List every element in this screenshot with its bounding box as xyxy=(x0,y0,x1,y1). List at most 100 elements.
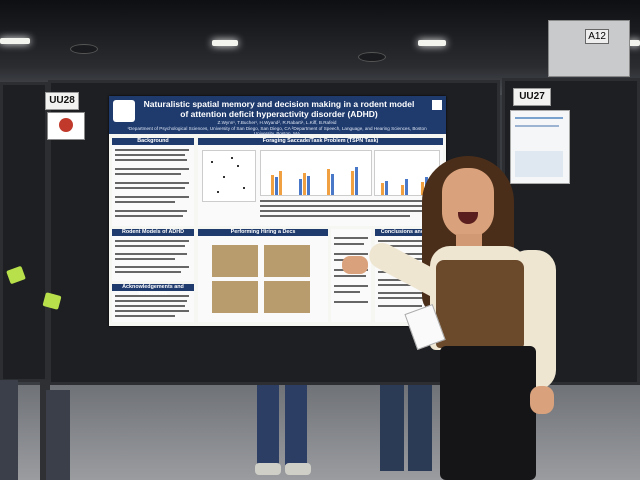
poster-author-list: Z.Wynn¹, T.Bucher¹, H.Wyand², R.Rabarti¹… xyxy=(217,120,337,125)
bar-mark xyxy=(303,173,306,195)
presenter xyxy=(340,150,570,480)
bar-mark xyxy=(279,171,282,195)
text-line xyxy=(334,291,360,293)
text-line xyxy=(115,154,185,156)
bar-mark xyxy=(355,167,358,195)
section-background: Background xyxy=(112,138,194,226)
ceiling-light xyxy=(0,38,30,44)
booth-tag-uu27: UU27 xyxy=(513,88,551,106)
bar-mark xyxy=(275,177,278,195)
bar-mark xyxy=(405,179,408,195)
bar-mark xyxy=(421,182,424,195)
text-line xyxy=(115,215,183,217)
poster-affiliation: ¹Department of Psychological Sciences, U… xyxy=(127,125,427,137)
bar-figure xyxy=(260,150,372,196)
section-hiring-notes xyxy=(331,229,371,322)
text-line xyxy=(334,237,368,239)
university-logo-icon xyxy=(113,100,135,122)
pointing-hand xyxy=(342,256,368,274)
booth-sign-a12: A12 xyxy=(548,20,630,77)
bar-mark xyxy=(327,169,330,195)
text-line xyxy=(334,301,368,303)
bar-mark xyxy=(299,179,302,195)
text-line xyxy=(378,284,428,286)
poster-board-left xyxy=(0,82,48,382)
section-heading: Background xyxy=(112,138,194,145)
text-line xyxy=(115,201,175,203)
booth-tag-uu28: UU28 xyxy=(45,92,79,110)
maze-image xyxy=(264,281,310,313)
text-line xyxy=(378,305,422,307)
poster-header: Naturalistic spatial memory and decision… xyxy=(109,96,446,137)
mouth xyxy=(458,212,478,224)
text-line xyxy=(115,305,185,307)
section-heading: Foraging Saccade/Task Problem (TSPN Task… xyxy=(198,138,443,145)
section-hiring: Performing Hiring a Decs xyxy=(198,229,328,322)
text-line xyxy=(260,210,436,212)
text-line xyxy=(260,200,436,202)
scatter-figure xyxy=(202,150,256,202)
text-line xyxy=(378,245,436,247)
section-heading: Conclusions and Next Steps xyxy=(375,229,443,242)
text-line xyxy=(378,240,440,242)
ceiling-vent xyxy=(70,44,98,54)
bar-mark xyxy=(401,185,404,195)
text-line xyxy=(334,253,368,255)
text-line xyxy=(378,253,440,255)
section-heading: Acknowledgements and References xyxy=(112,284,194,297)
maze-image xyxy=(264,245,310,277)
text-line xyxy=(115,240,189,242)
section-heading: Rodent Models of ADHD xyxy=(112,229,194,236)
section-rodent-models: Rodent Models of ADHD xyxy=(112,229,194,281)
ceiling-light xyxy=(212,40,238,46)
text-line xyxy=(115,295,189,297)
face xyxy=(442,168,494,238)
ceiling-vent xyxy=(358,52,386,62)
text-line xyxy=(334,285,368,287)
maze-image xyxy=(212,281,258,313)
bar-mark xyxy=(331,174,334,195)
vest xyxy=(436,260,524,348)
text-line xyxy=(115,271,181,273)
background-person-legs xyxy=(380,385,440,480)
text-line xyxy=(115,310,189,312)
text-line xyxy=(334,275,366,277)
text-line xyxy=(115,182,189,184)
board-pole xyxy=(40,380,50,480)
ceiling-light xyxy=(418,40,446,46)
section-heading: Performing Hiring a Decs xyxy=(198,229,328,236)
bar-mark xyxy=(351,171,354,195)
ceiling-light xyxy=(628,40,640,46)
text-line xyxy=(115,159,187,161)
text-line xyxy=(378,292,440,294)
text-line xyxy=(115,173,181,175)
text-line xyxy=(378,297,436,299)
text-line xyxy=(115,266,189,268)
text-line xyxy=(115,187,185,189)
no-sign-icon xyxy=(47,112,85,140)
university-seal-icon xyxy=(418,100,442,126)
text-line xyxy=(115,300,187,302)
bar-figure xyxy=(374,150,440,196)
section-acknowledgements: Acknowledgements and References xyxy=(112,284,194,322)
poster-title: Naturalistic spatial memory and decision… xyxy=(143,99,415,119)
bar-mark xyxy=(385,181,388,195)
bar-mark xyxy=(271,175,274,195)
section-foraging: Foraging Saccade/Task Problem (TSPN Task… xyxy=(198,138,443,226)
right-hand xyxy=(530,386,554,414)
posted-paper xyxy=(510,110,570,184)
text-line xyxy=(115,196,189,198)
text-line xyxy=(115,168,189,170)
background-person-legs xyxy=(0,380,70,480)
text-line xyxy=(115,149,189,151)
text-line xyxy=(115,245,185,247)
text-line xyxy=(260,205,430,207)
text-line xyxy=(115,315,175,317)
poster-authors: Z.Wynn¹, T.Bucher¹, H.Wyand², R.Rabarti¹… xyxy=(127,120,427,137)
maze-image xyxy=(212,245,258,277)
bar-mark xyxy=(307,176,310,195)
text-line xyxy=(115,258,175,260)
text-line xyxy=(115,253,187,255)
booth-tag-a12: A12 xyxy=(585,29,609,44)
bar-mark xyxy=(381,183,384,195)
